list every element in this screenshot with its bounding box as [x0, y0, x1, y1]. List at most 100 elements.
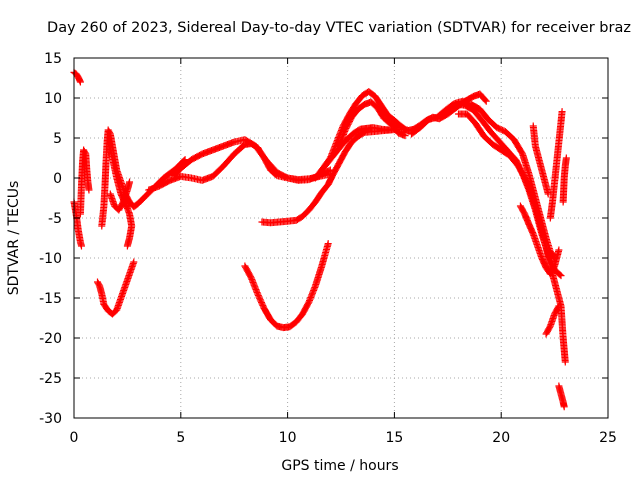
y-tick-label: -5 [48, 211, 62, 227]
data-point-trail [472, 121, 487, 139]
y-tick-label: -15 [39, 291, 62, 307]
x-axis-label: GPS time / hours [281, 458, 398, 474]
data-point-trail [378, 103, 391, 118]
data-point [126, 178, 134, 186]
data-point-trail [325, 173, 336, 187]
x-tick-label: 0 [70, 430, 79, 446]
data-point-trail [417, 117, 432, 131]
data-point-trail [368, 99, 380, 111]
data-point-trail [312, 167, 325, 181]
data-point [562, 154, 570, 162]
data-point-trail [178, 157, 194, 171]
data-point-trail [349, 106, 361, 120]
data-point-trail [293, 311, 306, 325]
data-point-trail [551, 247, 562, 269]
data-point-trail [521, 175, 535, 197]
y-tick-label: 15 [44, 51, 62, 67]
data-point [558, 108, 566, 116]
series-seg23 [529, 122, 552, 198]
data-point-trail [387, 120, 399, 131]
y-tick-labels: 15 10 5 0 -5 -10 -15 -20 -25 -30 [39, 51, 62, 427]
data-point-trail [80, 147, 89, 157]
data-point-trail [469, 101, 483, 113]
x-tick-label: 5 [176, 430, 185, 446]
data-point-trail [157, 177, 173, 189]
data-point-trail [135, 194, 147, 207]
series-seg6 [104, 138, 136, 250]
data-point [555, 246, 563, 254]
x-tick-label: 25 [599, 430, 617, 446]
data-point-trail [366, 88, 378, 100]
data-point-trail [543, 323, 554, 337]
data-point-trail [355, 129, 367, 140]
data-point [557, 272, 565, 280]
series-seg22 [559, 154, 570, 206]
data-point-trail [116, 199, 126, 213]
y-tick-label: 5 [53, 131, 62, 147]
data-point-trail [445, 101, 459, 113]
y-tick-label: -30 [39, 411, 62, 427]
data-point-trail [532, 143, 543, 165]
data-point-trail [122, 201, 131, 211]
data-point-trail [263, 157, 280, 175]
data-point-trail [300, 207, 312, 219]
data-point-trail [342, 139, 355, 154]
data-point-trail [312, 190, 325, 205]
data-point-trail [498, 147, 513, 159]
data-point [561, 358, 569, 366]
data-point-trail [540, 175, 552, 197]
data-point-trail [481, 133, 496, 147]
data-point-trail [519, 151, 533, 177]
data-point-trail [344, 130, 357, 142]
data-point [555, 302, 563, 310]
data-point-trail [549, 271, 560, 293]
data-point-trail [503, 129, 517, 143]
data-point-trail [485, 117, 500, 131]
data-point-trail [351, 126, 363, 136]
chart-title: Day 260 of 2023, Sidereal Day-to-day VTE… [47, 20, 631, 36]
series-seg18 [516, 202, 563, 278]
data-point-trail [517, 203, 528, 217]
data-point-trail [534, 212, 548, 240]
data-point-trail [231, 141, 248, 157]
series-seg3 [76, 146, 93, 218]
data-point-trail [462, 102, 476, 113]
data-point-trail [374, 105, 387, 121]
data-point-trail [189, 151, 205, 163]
data-point-trail [335, 127, 349, 149]
data-point-trail [526, 222, 537, 237]
data-point-trail [248, 275, 261, 297]
data-point-trail [528, 191, 541, 217]
data-point-trail [551, 303, 562, 317]
data-point-trail [287, 319, 299, 330]
data-point-trail [353, 93, 365, 106]
data-point-trail [538, 255, 549, 270]
data-point-trail [342, 115, 355, 133]
data-point-trail [391, 117, 404, 129]
data-point-trail [252, 143, 269, 163]
series-seg20 [546, 108, 566, 222]
data-point-trail [306, 283, 319, 305]
data-point-trail [94, 279, 103, 289]
data-point-trail [540, 236, 552, 259]
data-point [544, 190, 552, 198]
data-point-trail [242, 263, 255, 281]
x-tick-label: 10 [279, 430, 297, 446]
data-point-trail [110, 307, 120, 317]
data-point-trail [101, 302, 111, 314]
data-point-trail [113, 175, 125, 197]
data-point-trail [109, 156, 120, 180]
x-tick-label: 20 [492, 430, 510, 446]
data-point-trail [511, 137, 526, 157]
data-point-trail [547, 263, 558, 277]
data-point-trail [220, 151, 237, 169]
data-point-trail [178, 157, 188, 167]
y-axis-label: SDTVAR / TECUs [6, 181, 22, 296]
data-point-trail [329, 161, 342, 178]
data-point-trail [167, 165, 179, 176]
data-point-trail [210, 163, 226, 179]
data-point-trail [477, 106, 491, 122]
data-point-trail [477, 91, 489, 104]
data-point-trail [261, 306, 274, 322]
data-point-trail [131, 200, 141, 210]
